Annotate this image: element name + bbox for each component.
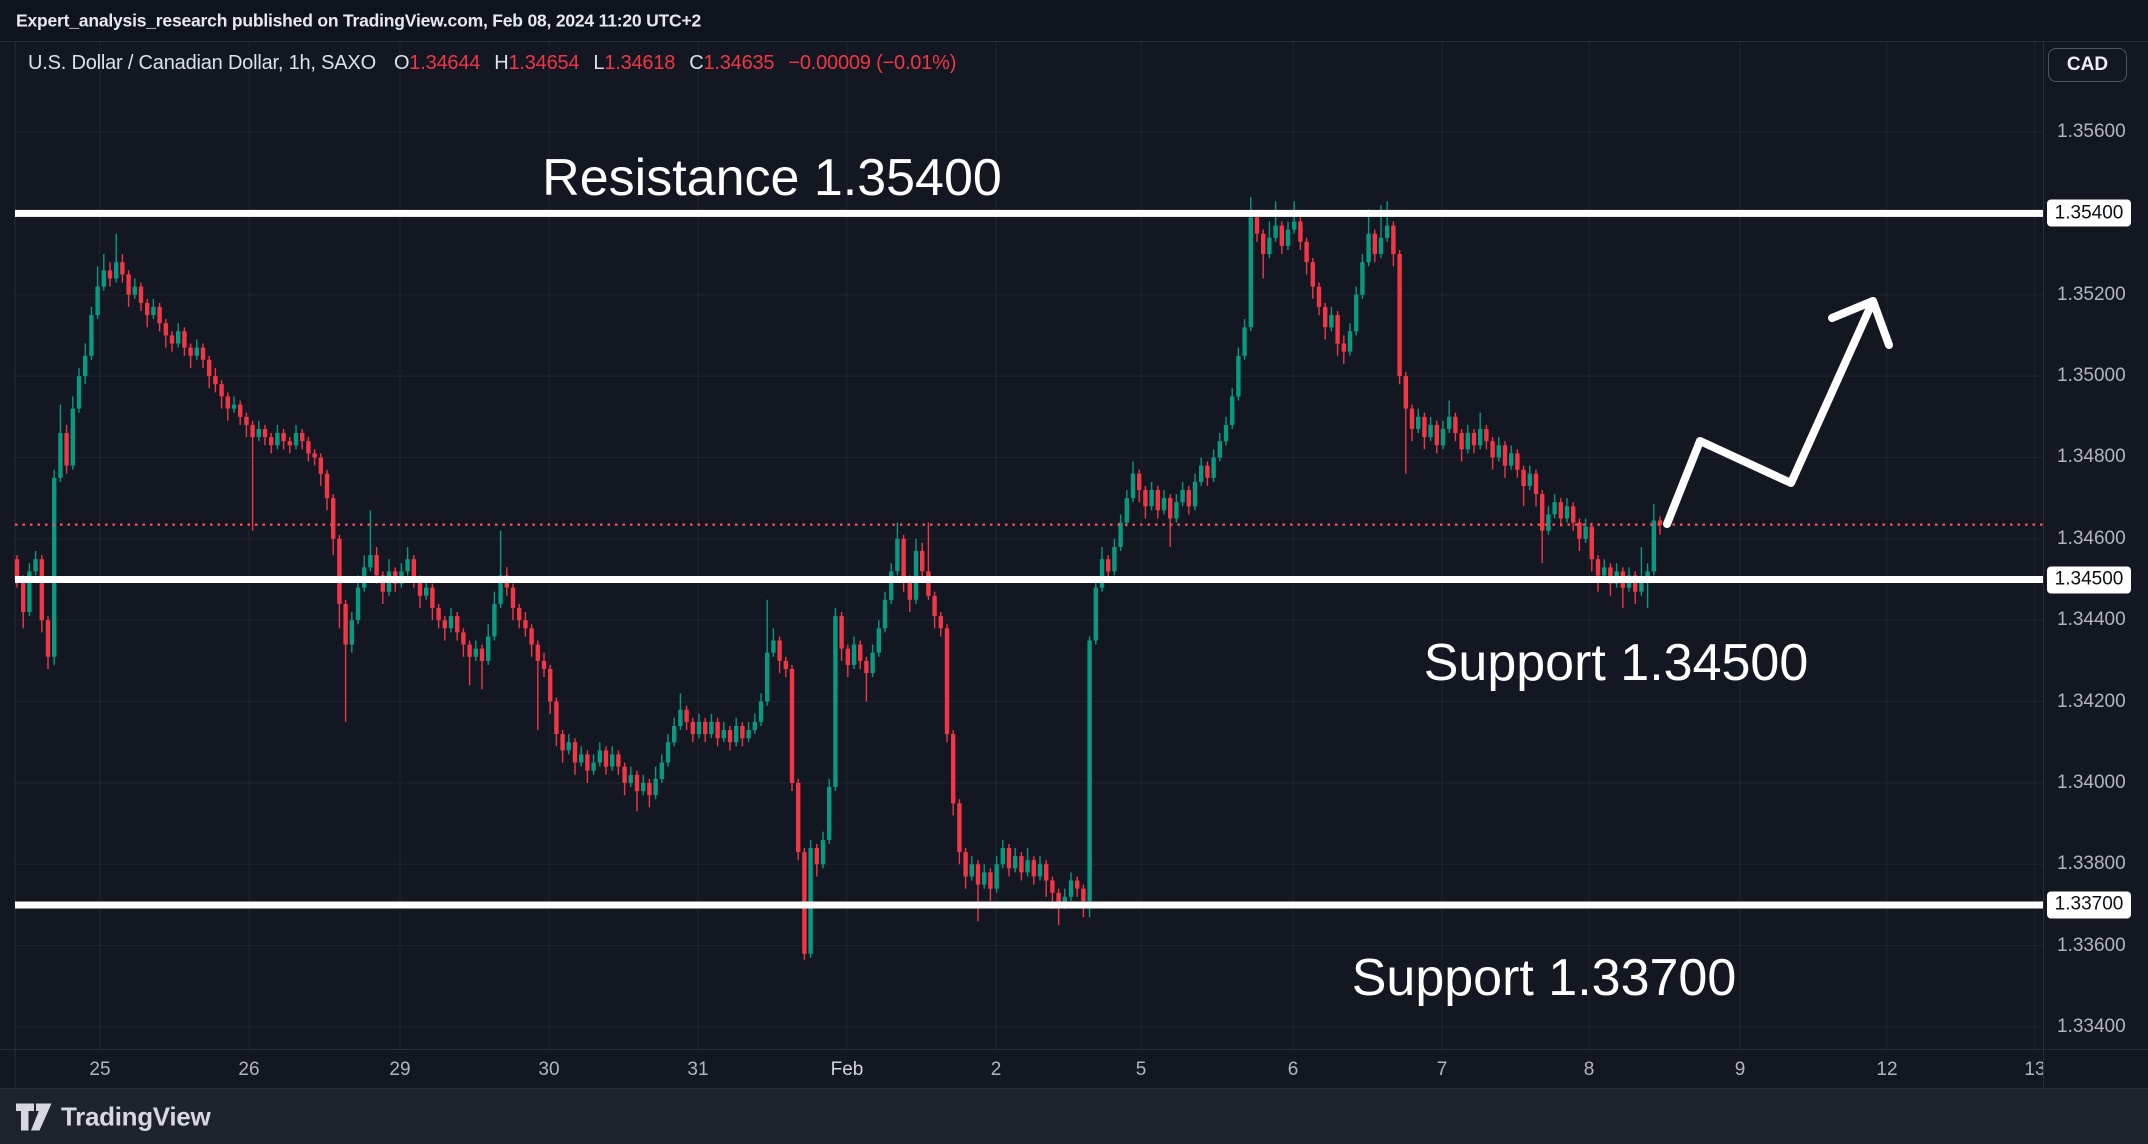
price-tick-label: 1.33400 (2057, 1016, 2126, 1037)
price-badge-support-2: 1.33700 (2047, 891, 2131, 919)
time-tick-label: 31 (687, 1059, 709, 1080)
time-labels: 25 26 29 30 31 Feb 2 5 6 7 8 9 12 13 (0, 1050, 2043, 1090)
trend-arrow-head (1828, 297, 1893, 349)
price-tick-label: 1.34000 (2057, 771, 2126, 793)
support2-annotation[interactable]: Support 1.33700 (1351, 949, 1737, 1007)
ohlc-h: H1.34654 (494, 52, 580, 74)
support1-annotation[interactable]: Support 1.34500 (1423, 634, 1809, 692)
price-tick-label: 1.35600 (2057, 121, 2126, 142)
level-line-resistance[interactable] (15, 209, 2043, 217)
publish-info: Expert_analysis_research published on Tr… (16, 10, 701, 30)
tradingview-wordmark: TradingView (61, 1101, 211, 1131)
symbol-title[interactable]: U.S. Dollar / Canadian Dollar, 1h, SAXO (28, 52, 376, 74)
time-tick-label: 12 (1876, 1059, 1898, 1080)
ohlc-l: L1.34618 (593, 52, 676, 74)
price-tick-label: 1.34600 (2057, 527, 2126, 549)
price-badge-resistance: 1.35400 (2047, 199, 2131, 227)
time-tick-label: Feb (830, 1059, 864, 1080)
trend-arrow[interactable] (1663, 297, 1877, 528)
resistance-annotation[interactable]: Resistance 1.35400 (542, 149, 1002, 207)
time-tick-label: 2 (990, 1059, 1002, 1080)
time-tick-label: 29 (389, 1059, 411, 1080)
price-tick-label: 1.34800 (2057, 446, 2126, 468)
price-badge-support-1: 1.34500 (2047, 566, 2131, 593)
level-line-support-1[interactable] (15, 576, 2043, 583)
price-tick-label: 1.35000 (2057, 365, 2126, 387)
time-tick-label: 13 (2024, 1059, 2043, 1080)
price-axis[interactable]: 1.35600 1.35200 1.35000 1.34800 1.34600 1.344… (2043, 42, 2148, 1089)
publish-strip: Expert_analysis_research published on Tr… (0, 0, 2148, 42)
candles-layer (14, 197, 1663, 960)
price-tick-label: 1.34400 (2057, 609, 2126, 631)
currency-toggle-button[interactable]: CAD (2048, 48, 2127, 82)
price-tick-label: 1.35200 (2057, 283, 2126, 305)
time-tick-label: 26 (238, 1059, 260, 1080)
tradingview-logo-icon (16, 1103, 52, 1130)
ohlc-values: O1.34644 H1.34654 L1.34618 C1.34635 (394, 52, 788, 75)
time-tick-label: 6 (1287, 1059, 1299, 1080)
time-tick-label: 25 (89, 1059, 111, 1080)
level-line-support-2[interactable] (15, 901, 2043, 909)
time-tick-label: 8 (1583, 1059, 1595, 1080)
price-tick-label: 1.33600 (2057, 934, 2126, 956)
time-tick-label: 30 (538, 1059, 560, 1080)
time-tick-label: 7 (1436, 1059, 1448, 1080)
change-value: −0.00009 (−0.01%) (788, 52, 957, 74)
ohlc-o: O1.34644 (393, 52, 481, 74)
price-tick-label: 1.33800 (2057, 853, 2126, 875)
time-axis[interactable]: 25 26 29 30 31 Feb 2 5 6 7 8 9 12 13 (0, 1049, 2148, 1089)
ohlc-c: C1.34635 (689, 52, 775, 74)
tradingview-logo[interactable]: TradingView (16, 1101, 211, 1132)
price-tick-label: 1.34200 (2057, 690, 2126, 712)
footer-bar: TradingView (0, 1089, 2148, 1144)
time-tick-label: 5 (1135, 1059, 1147, 1080)
time-tick-label: 9 (1734, 1059, 1746, 1080)
symbol-legend: U.S. Dollar / Canadian Dollar, 1h, SAXO … (28, 52, 956, 75)
